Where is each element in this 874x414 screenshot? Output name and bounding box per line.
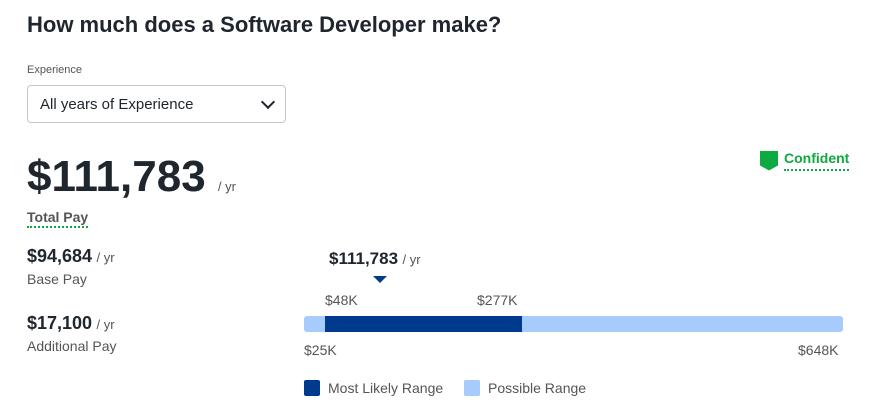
legend-likely: Most Likely Range: [304, 380, 443, 396]
likely-low-label: $48K: [325, 292, 358, 308]
total-pay-unit: / yr: [217, 179, 236, 194]
total-pay-label[interactable]: Total Pay: [27, 209, 89, 228]
additional-pay-label: Additional Pay: [27, 338, 117, 354]
likely-high-label: $277K: [477, 292, 518, 308]
total-pay-amount: $111,783: [27, 152, 206, 201]
base-pay-label: Base Pay: [27, 271, 87, 287]
legend-possible-label: Possible Range: [488, 380, 587, 396]
range-min-label: $25K: [304, 342, 337, 358]
additional-pay-amount: $17,100: [27, 313, 93, 333]
base-pay-unit: / yr: [96, 250, 115, 265]
marker-triangle-icon: [373, 276, 387, 283]
range-marker-label: $111,783 / yr: [329, 249, 421, 269]
base-pay-amount: $94,684: [27, 246, 93, 266]
likely-swatch: [304, 380, 320, 396]
additional-pay-unit: / yr: [96, 317, 115, 332]
likely-range-bar: [325, 316, 522, 332]
range-max-label: $648K: [798, 342, 839, 358]
total-pay: $111,783 / yr: [27, 152, 236, 202]
possible-swatch: [464, 380, 480, 396]
experience-select[interactable]: All years of Experience: [27, 85, 286, 123]
chevron-down-icon: [260, 94, 276, 109]
legend-possible: Possible Range: [464, 380, 586, 396]
chart-shield-icon: [760, 150, 778, 171]
legend-likely-label: Most Likely Range: [328, 380, 444, 396]
experience-label: Experience: [27, 64, 83, 76]
confidence-badge[interactable]: Confident: [760, 150, 850, 171]
confidence-label: Confident: [784, 150, 850, 171]
range-marker-amount: $111,783: [329, 249, 399, 268]
experience-value: All years of Experience: [40, 95, 194, 113]
range-marker-unit: / yr: [402, 252, 421, 267]
additional-pay: $17,100 / yr Additional Pay: [27, 313, 117, 354]
base-pay: $94,684 / yr Base Pay: [27, 246, 115, 287]
page-title: How much does a Software Developer make?: [27, 12, 502, 37]
